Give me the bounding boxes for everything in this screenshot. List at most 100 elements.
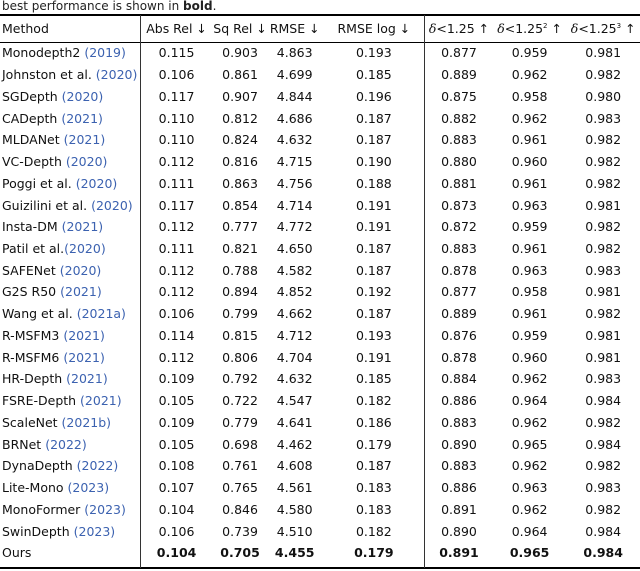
citation-link[interactable]: (2020): [91, 197, 133, 213]
metric-cell: 0.877: [441, 284, 477, 300]
metric-cell: 0.958: [511, 88, 548, 104]
metric-cell: 0.959: [511, 327, 548, 343]
metric-cell: 0.961: [511, 306, 548, 322]
citation-link[interactable]: (2021): [63, 327, 105, 343]
citation-link[interactable]: (2023): [67, 480, 110, 496]
metric-cell: 0.894: [222, 284, 258, 300]
citation-link[interactable]: (2022): [45, 436, 87, 452]
method-cell: SGDepth (2020): [0, 85, 140, 107]
metric-cell: 0.179: [354, 545, 394, 561]
up-arrow-icon: ↑: [547, 21, 562, 36]
metric-cell: 0.964: [511, 393, 548, 409]
metric-cell: 0.187: [355, 262, 392, 278]
metric-cell: 0.984: [585, 523, 622, 539]
delta-symbol: δ: [570, 21, 579, 36]
method-cell: MLDANet (2021): [0, 129, 140, 151]
metric-cell: 0.982: [585, 132, 622, 148]
metric-cell: 0.812: [222, 110, 258, 126]
metric-cell: 0.792: [222, 371, 258, 387]
metric-cell: 0.982: [585, 175, 622, 191]
metric-cell: 0.183: [355, 480, 392, 496]
citation-link[interactable]: (2020): [75, 175, 118, 191]
method-name: Johnston et al.: [2, 67, 96, 83]
header-method: Method: [2, 21, 49, 36]
metric-cell: 0.190: [355, 154, 392, 170]
metric-cell: 0.960: [511, 154, 548, 170]
citation-link[interactable]: (2021): [63, 132, 106, 148]
method-cell: Ours: [0, 542, 140, 564]
metric-cell: 0.962: [511, 371, 548, 387]
method-cell: BRNet (2022): [0, 433, 140, 455]
metric-cell: 4.715: [276, 154, 313, 170]
metric-cell: 0.112: [158, 262, 195, 278]
metric-cell: 0.982: [585, 306, 622, 322]
citation-link[interactable]: (2023): [84, 501, 126, 517]
metric-cell: 0.854: [222, 197, 258, 213]
metric-cell: 0.980: [585, 88, 622, 104]
column-divider: [424, 15, 425, 568]
citation-link[interactable]: (2021): [60, 284, 102, 300]
citation-link[interactable]: (2023): [73, 523, 116, 539]
delta-threshold: <1.25: [436, 21, 475, 36]
citation-link[interactable]: (2021): [63, 349, 105, 365]
metric-cell: 0.881: [441, 175, 477, 191]
metric-cell: 0.961: [511, 175, 548, 191]
citation-link[interactable]: (2021): [80, 393, 122, 409]
method-cell: Wang et al. (2021a): [0, 303, 140, 325]
metric-cell: 0.883: [441, 132, 477, 148]
metric-cell: 0.981: [585, 45, 622, 61]
metric-cell: 0.891: [441, 501, 477, 517]
citation-link[interactable]: (2022): [76, 458, 119, 474]
citation-link[interactable]: (2021): [61, 110, 103, 126]
metric-cell: 0.982: [585, 240, 622, 256]
citation-link[interactable]: (2021a): [76, 306, 126, 322]
header-row: Method Abs Rel ↓ Sq Rel ↓ RMSE ↓ RMSE lo…: [0, 15, 640, 42]
method-cell: CADepth (2021): [0, 107, 140, 129]
citation-link[interactable]: (2021b): [61, 414, 112, 430]
metric-cell: 0.959: [511, 219, 548, 235]
metric-cell: 0.877: [441, 45, 477, 61]
bottom-rule: [0, 567, 640, 569]
metric-cell: 4.641: [276, 414, 313, 430]
metric-cell: 0.962: [511, 501, 548, 517]
table-row: HR-Depth (2021) 0.109 0.792 4.632 0.185 0.884…: [0, 368, 640, 390]
citation-link[interactable]: (2020): [95, 67, 138, 83]
metric-cell: 4.844: [276, 88, 313, 104]
table-row: DynaDepth (2022) 0.108 0.761 4.608 0.187 0.88…: [0, 455, 640, 477]
metric-cell: 0.816: [222, 154, 258, 170]
citation-link[interactable]: (2021): [61, 219, 104, 235]
method-cell: Monodepth2 (2019): [0, 42, 140, 64]
metric-cell: 0.761: [222, 458, 258, 474]
metric-cell: 0.965: [511, 436, 548, 452]
metric-cell: 0.962: [511, 414, 548, 430]
metric-cell: 0.112: [158, 154, 195, 170]
metric-cell: 0.106: [158, 67, 195, 83]
metric-cell: 0.187: [355, 132, 392, 148]
metric-cell: 0.111: [158, 240, 195, 256]
metric-cell: 0.185: [355, 371, 392, 387]
citation-link[interactable]: (2020): [64, 240, 106, 256]
metric-cell: 0.882: [441, 110, 477, 126]
metric-cell: 0.962: [511, 458, 548, 474]
citation-link[interactable]: (2020): [59, 262, 102, 278]
method-cell: DynaDepth (2022): [0, 455, 140, 477]
table-row: Wang et al. (2021a) 0.106 0.799 4.662 0.187 0…: [0, 303, 640, 325]
method-name: VC-Depth: [2, 154, 66, 170]
table-row: Monodepth2 (2019) 0.115 0.903 4.863 0.193 0.8…: [0, 42, 640, 64]
citation-link[interactable]: (2020): [61, 88, 104, 104]
metric-cell: 0.846: [222, 501, 258, 517]
method-name: Patil et al.: [2, 240, 65, 256]
metric-cell: 0.105: [158, 436, 195, 452]
metric-cell: 0.889: [441, 306, 477, 322]
metric-cell: 0.179: [355, 436, 392, 452]
up-arrow-icon: ↑: [474, 21, 490, 36]
citation-link[interactable]: (2019): [84, 45, 126, 61]
citation-link[interactable]: (2021): [66, 371, 108, 387]
metric-cell: 0.982: [585, 501, 622, 517]
metric-cell: 4.632: [276, 132, 313, 148]
method-name: SwinDepth: [2, 523, 74, 539]
citation-link[interactable]: (2020): [65, 154, 108, 170]
header-delta-2: δ<1.252 ↑: [493, 15, 567, 42]
metric-cell: 0.981: [585, 349, 622, 365]
metric-cell: 0.965: [509, 545, 550, 561]
